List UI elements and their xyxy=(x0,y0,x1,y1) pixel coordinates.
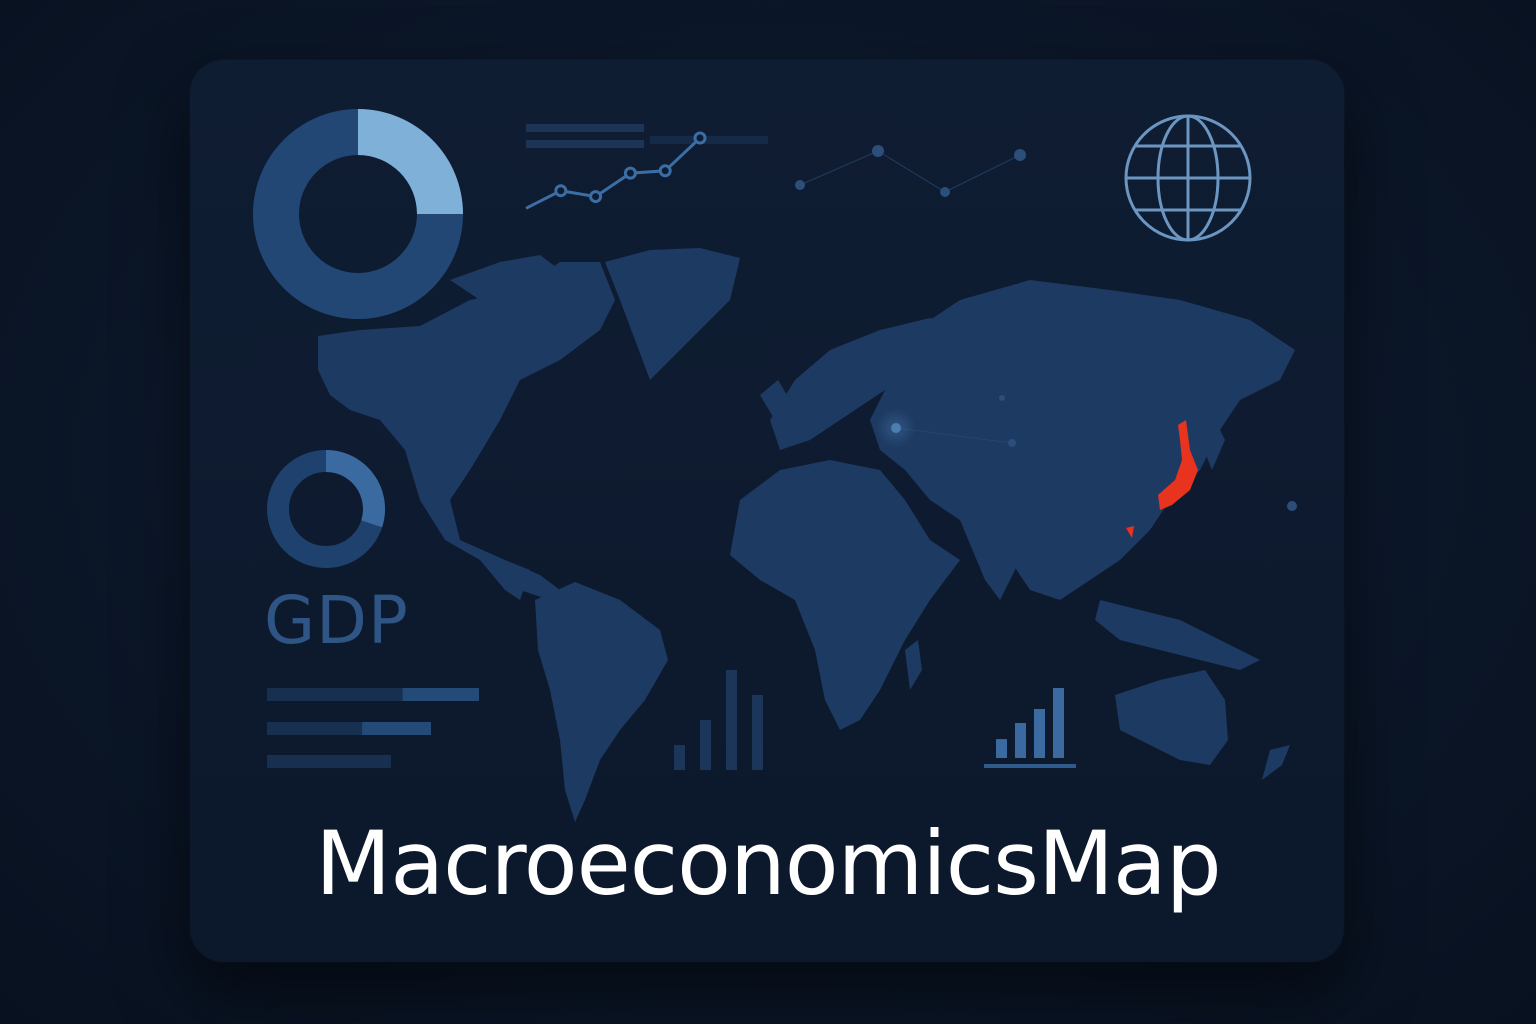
progress-bars xyxy=(267,688,479,768)
line-chart-point xyxy=(693,131,707,145)
continent-japan[interactable] xyxy=(1200,420,1225,470)
highlighted-region[interactable] xyxy=(1158,420,1198,510)
network-nodes xyxy=(795,145,1297,511)
line-chart-icon xyxy=(525,124,768,210)
bar xyxy=(700,720,711,770)
continent-new-zealand[interactable] xyxy=(1262,745,1290,780)
bar xyxy=(1034,709,1045,758)
line-chart-series xyxy=(525,136,702,210)
gdp-label: GDP xyxy=(264,582,409,659)
bar-baseline xyxy=(984,764,1076,768)
progress-fill xyxy=(267,755,391,768)
bar xyxy=(1015,723,1026,758)
donut-chart-icon xyxy=(267,450,385,568)
continent-north-america[interactable] xyxy=(318,262,615,600)
line-chart-point xyxy=(589,190,603,204)
donut-chart-icon xyxy=(253,109,463,319)
line-chart-point xyxy=(554,184,568,198)
world-map xyxy=(318,248,1295,822)
continent-arctic-islands[interactable] xyxy=(450,255,560,300)
progress-fill xyxy=(267,722,363,735)
app-title: MacroeconomicsMap xyxy=(315,812,1221,915)
continent-africa[interactable] xyxy=(730,460,960,730)
continent-greenland[interactable] xyxy=(605,248,740,380)
bar xyxy=(726,670,737,770)
highlighted-region-small[interactable] xyxy=(1126,526,1134,538)
bar-chart-icon xyxy=(984,688,1076,768)
donut-small-segment xyxy=(326,450,385,528)
continent-southeast-asia[interactable] xyxy=(1095,600,1260,670)
continent-central-america[interactable] xyxy=(505,560,560,600)
continent-uk[interactable] xyxy=(760,380,790,420)
line-chart-point xyxy=(658,164,672,178)
line-chart-points xyxy=(554,131,707,204)
bar-chart-icon xyxy=(674,670,763,770)
continent-india[interactable] xyxy=(960,520,1020,600)
glow-node-center xyxy=(891,423,901,433)
continent-australia[interactable] xyxy=(1115,670,1228,765)
line-chart-point xyxy=(623,166,637,180)
bar xyxy=(674,745,685,770)
progress-fill xyxy=(267,688,403,701)
donut-large-segment xyxy=(358,109,463,214)
continent-south-america[interactable] xyxy=(535,582,668,822)
bar xyxy=(996,739,1007,758)
continent-madagascar[interactable] xyxy=(905,640,922,690)
bar xyxy=(1053,688,1064,758)
bar xyxy=(752,695,763,770)
globe-icon xyxy=(1124,114,1252,242)
